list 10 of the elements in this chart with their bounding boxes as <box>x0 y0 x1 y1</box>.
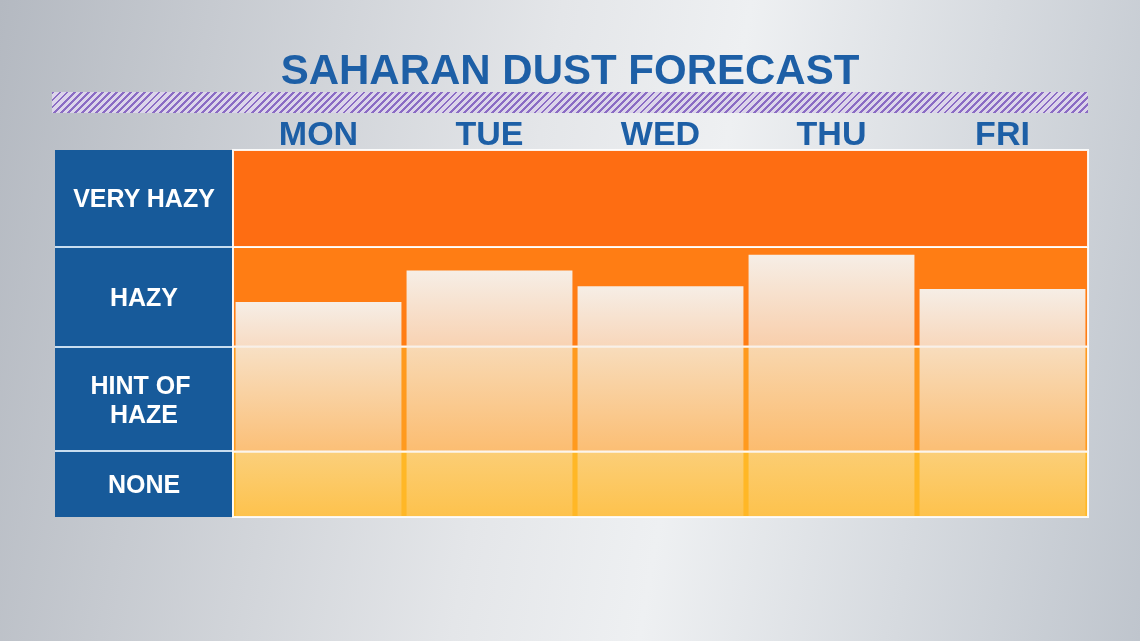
band-label: HINT OF HAZE <box>90 370 198 428</box>
band-label: VERY HAZY <box>73 184 216 213</box>
band-label: NONE <box>107 470 181 499</box>
chart-title: SAHARAN DUST FORECAST <box>280 45 860 93</box>
x-tick-label: THU <box>796 114 867 152</box>
band-label: HAZY <box>109 282 179 311</box>
x-tick-label: MON <box>278 114 359 152</box>
x-tick-label: FRI <box>975 114 1030 152</box>
x-tick-label: TUE <box>455 114 524 152</box>
x-tick-label: WED <box>620 114 701 152</box>
